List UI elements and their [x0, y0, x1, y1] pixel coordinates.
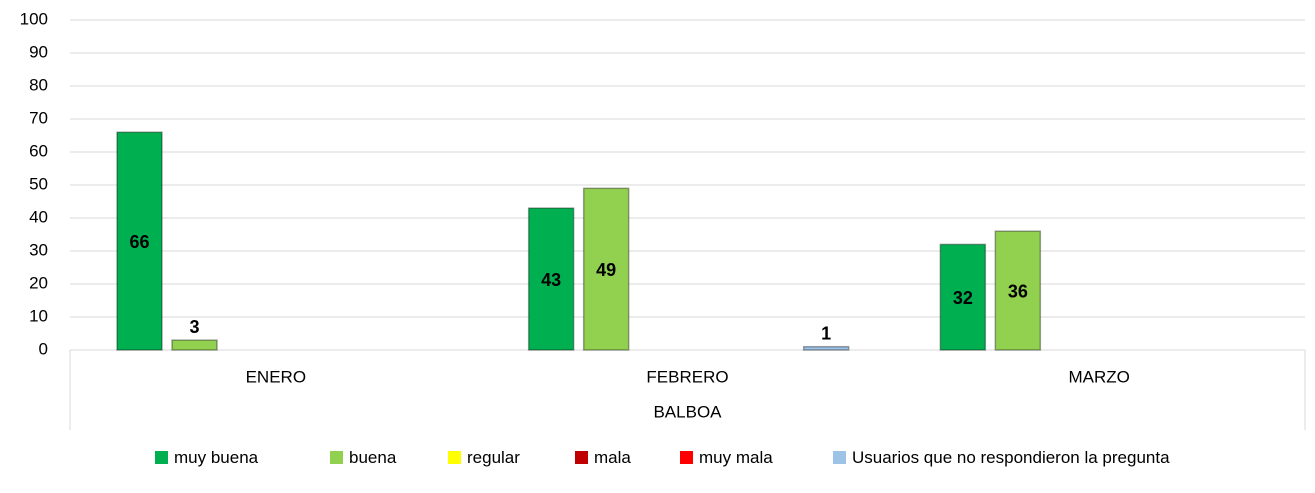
y-tick-label: 80	[29, 75, 48, 94]
legend-item: mala	[575, 448, 631, 468]
y-tick-label: 30	[29, 240, 48, 259]
data-label: 3	[189, 317, 199, 337]
bar	[994, 230, 1042, 351]
y-tick-label: 10	[29, 306, 48, 325]
y-tick-label: 100	[20, 9, 48, 28]
legend-swatch	[680, 451, 693, 464]
legend-item: muy buena	[155, 448, 258, 468]
legend-item: regular	[448, 448, 520, 468]
data-label: 36	[1008, 281, 1028, 301]
data-label: 49	[596, 260, 616, 280]
data-label: 1	[821, 323, 831, 343]
y-tick-label: 90	[29, 42, 48, 61]
legend-swatch	[575, 451, 588, 464]
y-tick-label: 50	[29, 174, 48, 193]
legend-label: regular	[467, 448, 520, 467]
y-tick-label: 0	[39, 339, 48, 358]
y-tick-label: 40	[29, 207, 48, 226]
y-tick-label: 70	[29, 108, 48, 127]
legend-item: buena	[330, 448, 396, 468]
group-label: BALBOA	[653, 402, 722, 421]
bar	[939, 243, 987, 351]
data-label: 32	[953, 288, 973, 308]
x-tick-label: MARZO	[1068, 367, 1129, 386]
legend-label: Usuarios que no respondieron la pregunta	[852, 448, 1170, 467]
y-tick-label: 60	[29, 141, 48, 160]
legend-item: muy mala	[680, 448, 773, 468]
legend-swatch	[155, 451, 168, 464]
legend-item: Usuarios que no respondieron la pregunta	[833, 448, 1170, 468]
bar	[527, 207, 575, 351]
y-tick-label: 20	[29, 273, 48, 292]
legend-label: buena	[349, 448, 397, 467]
legend-swatch	[833, 451, 846, 464]
bar	[802, 345, 850, 351]
legend-label: muy mala	[699, 448, 773, 467]
legend-label: muy buena	[174, 448, 259, 467]
legend-swatch	[448, 451, 461, 464]
x-tick-label: ENERO	[246, 367, 306, 386]
bar	[116, 131, 163, 351]
legend-label: mala	[594, 448, 631, 467]
data-label: 66	[129, 232, 149, 252]
bar	[582, 187, 630, 351]
data-label: 43	[541, 270, 561, 290]
x-tick-label: FEBRERO	[646, 367, 728, 386]
bar	[171, 339, 218, 351]
legend-swatch	[330, 451, 343, 464]
